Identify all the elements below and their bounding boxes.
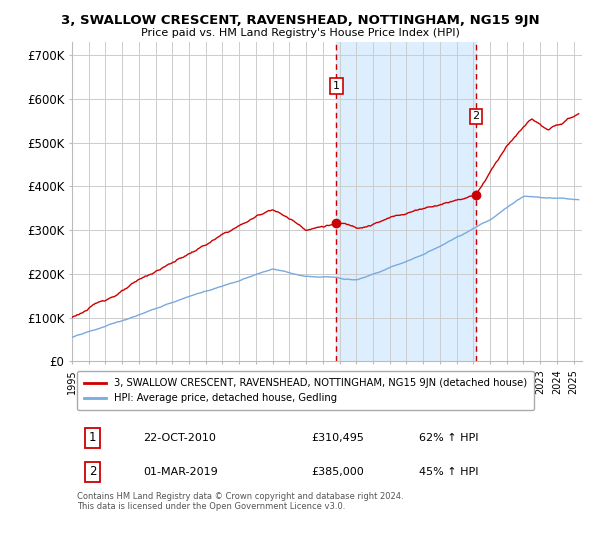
Text: Contains HM Land Registry data © Crown copyright and database right 2024.
This d: Contains HM Land Registry data © Crown c… xyxy=(77,492,404,511)
Text: 2: 2 xyxy=(473,111,480,122)
Text: 2: 2 xyxy=(89,465,96,478)
Text: 45% ↑ HPI: 45% ↑ HPI xyxy=(419,467,478,477)
Text: 1: 1 xyxy=(333,81,340,91)
Text: 3, SWALLOW CRESCENT, RAVENSHEAD, NOTTINGHAM, NG15 9JN: 3, SWALLOW CRESCENT, RAVENSHEAD, NOTTING… xyxy=(61,14,539,27)
Text: 22-OCT-2010: 22-OCT-2010 xyxy=(143,432,216,442)
Text: £385,000: £385,000 xyxy=(312,467,364,477)
Text: 62% ↑ HPI: 62% ↑ HPI xyxy=(419,432,478,442)
Text: Price paid vs. HM Land Registry's House Price Index (HPI): Price paid vs. HM Land Registry's House … xyxy=(140,28,460,38)
Bar xyxy=(337,42,476,361)
Legend: 3, SWALLOW CRESCENT, RAVENSHEAD, NOTTINGHAM, NG15 9JN (detached house), HPI: Ave: 3, SWALLOW CRESCENT, RAVENSHEAD, NOTTING… xyxy=(77,371,534,410)
Text: 1: 1 xyxy=(89,431,96,444)
Text: 01-MAR-2019: 01-MAR-2019 xyxy=(143,467,218,477)
Text: £310,495: £310,495 xyxy=(312,432,365,442)
